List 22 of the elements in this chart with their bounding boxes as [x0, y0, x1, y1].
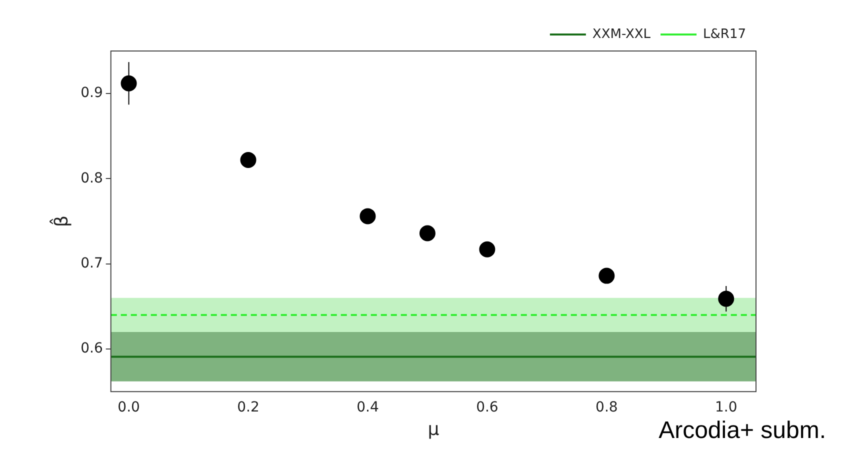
y-tick-label: 0.9: [80, 85, 103, 102]
point: [360, 208, 376, 224]
x-tick-label: 0.4: [356, 400, 379, 416]
point: [718, 290, 734, 307]
x-tick-label: 0.6: [476, 400, 498, 416]
point: [479, 241, 496, 258]
legend-label: XXM-XXL: [592, 26, 652, 42]
text: Arcodia+ subm.: [658, 417, 826, 445]
y-tick-label: 0.6: [80, 340, 103, 357]
y-axis-title: β̂: [49, 216, 72, 228]
point: [240, 152, 256, 168]
point: [598, 268, 615, 284]
x-tick-label: 0.2: [237, 400, 260, 416]
x-axis-title: μ: [428, 418, 440, 440]
y-tick-label: 0.7: [80, 256, 103, 272]
x-tick-label: 0.0: [118, 400, 140, 416]
x-tick-label: 1.0: [715, 400, 738, 416]
y-tick-label: 0.8: [80, 170, 103, 186]
x-tick-label: 0.8: [596, 400, 618, 416]
legend-label: L&R17: [703, 26, 746, 42]
point: [120, 75, 137, 92]
point: [419, 225, 436, 242]
